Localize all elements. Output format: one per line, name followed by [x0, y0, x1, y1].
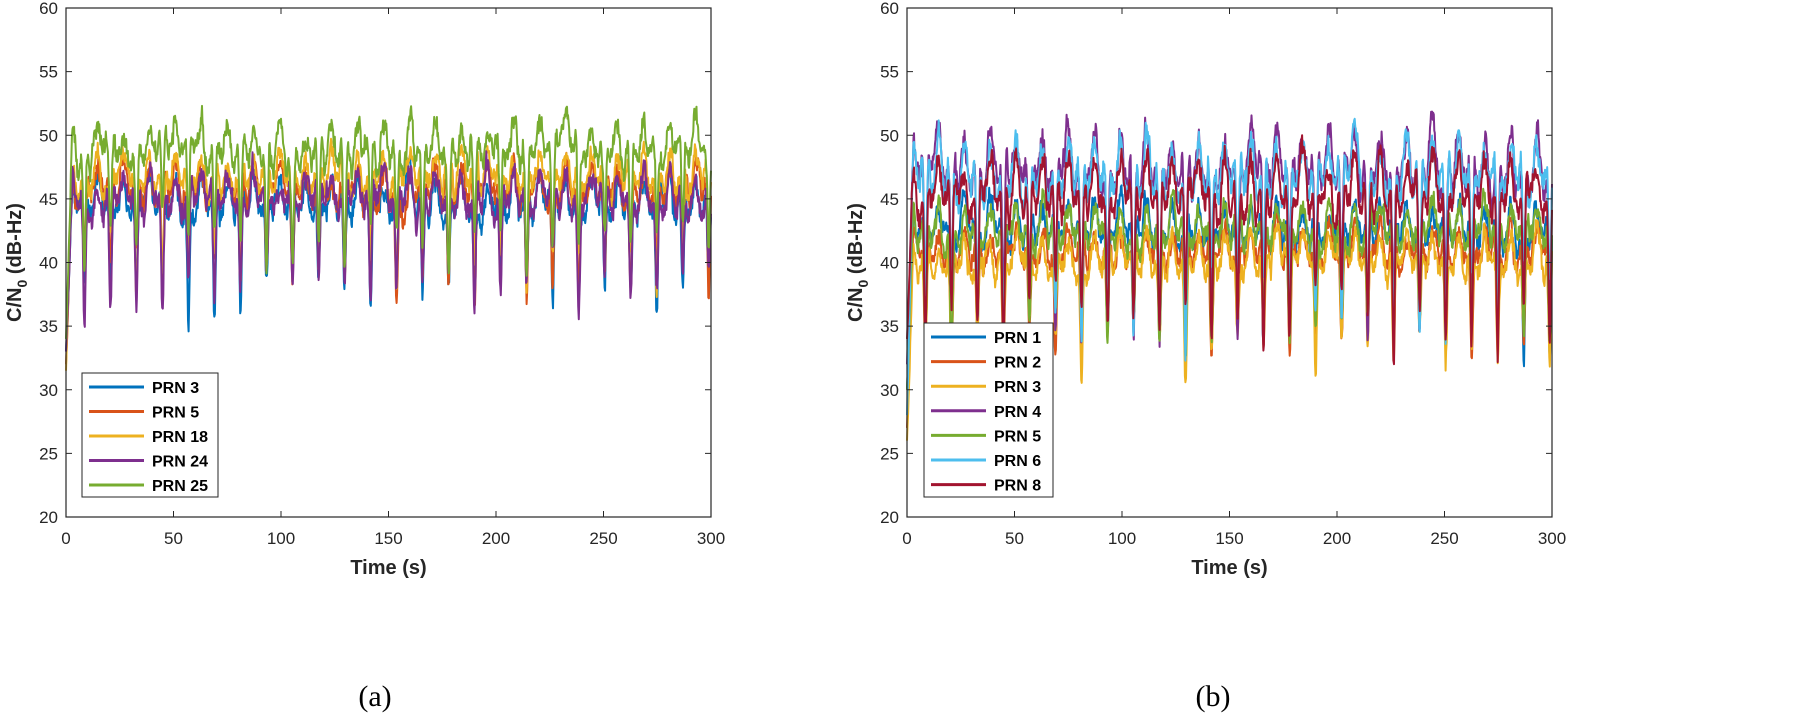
x-tick-label: 250	[1430, 529, 1458, 548]
legend-item: PRN 5	[931, 428, 1041, 445]
y-tick-label: 45	[880, 190, 899, 209]
y-axis-label: C/N0 (dB-Hz)	[845, 203, 871, 322]
panel-caption-a: (a)	[358, 680, 391, 713]
panel-caption-b: (b)	[1196, 680, 1231, 713]
x-tick-label: 150	[1215, 529, 1243, 548]
y-tick-label: 35	[39, 317, 58, 336]
y-tick-label: 55	[880, 63, 899, 82]
x-axis-label: Time (s)	[1191, 557, 1267, 579]
y-axis-label: C/N0 (dB-Hz)	[4, 203, 30, 322]
legend-label: PRN 25	[152, 478, 208, 495]
series-line	[65, 104, 712, 339]
x-tick-label: 50	[1005, 529, 1024, 548]
x-tick-label: 300	[697, 529, 725, 548]
y-axis-label-unit: (dB-Hz)	[845, 203, 867, 280]
legend-label: PRN 2	[994, 355, 1041, 372]
x-tick-label: 150	[374, 529, 402, 548]
legend-label: PRN 18	[152, 429, 208, 446]
legend-item: PRN 3	[931, 379, 1041, 396]
legend-label: PRN 5	[994, 428, 1041, 445]
y-axis-label-sub: 0	[855, 279, 871, 287]
y-tick-label: 25	[880, 444, 899, 463]
series-line	[906, 134, 1553, 366]
legend-item: PRN 4	[931, 404, 1041, 421]
y-tick-label: 55	[39, 63, 58, 82]
x-tick-label: 300	[1538, 529, 1566, 548]
y-tick-label: 30	[880, 381, 899, 400]
x-tick-label: 200	[482, 529, 510, 548]
x-tick-label: 50	[164, 529, 183, 548]
y-tick-label: 60	[39, 0, 58, 18]
legend-label: PRN 4	[994, 404, 1041, 421]
x-tick-label: 100	[1108, 529, 1136, 548]
y-tick-label: 35	[880, 317, 899, 336]
y-tick-label: 25	[39, 444, 58, 463]
legend-label: PRN 5	[152, 405, 199, 422]
legend: PRN 1 PRN 2 PRN 3 PRN 4 PRN 5 PRN 6 PRN 8	[923, 322, 1054, 498]
series-layer	[906, 110, 1553, 441]
legend-item: PRN 6	[931, 453, 1041, 470]
y-tick-label: 45	[39, 190, 58, 209]
y-tick-label: 20	[880, 508, 899, 527]
ticks: 0 50 100 150 200 250 300 20 25 30 35 40 45 50 55 60	[880, 0, 1566, 548]
chart-panel-b: 0 50 100 150 200 250 300 20 25 30 35 40 45 50 55 60 Tim…	[845, 0, 1566, 713]
x-tick-label: 100	[267, 529, 295, 548]
y-axis-label-main: C/N	[845, 287, 867, 321]
ticks: 0 50 100 150 200 250 300 20 25 30 35 40 45 50 55 60	[39, 0, 725, 548]
y-tick-label: 50	[39, 126, 58, 145]
legend-item: PRN 2	[931, 355, 1041, 372]
y-tick-label: 40	[880, 254, 899, 273]
x-tick-label: 200	[1323, 529, 1351, 548]
legend-label: PRN 1	[994, 330, 1041, 347]
y-axis-label-unit: (dB-Hz)	[4, 203, 26, 280]
legend-item: PRN 3	[89, 380, 199, 397]
legend: PRN 3 PRN 5 PRN 18 PRN 24 PRN 25	[81, 372, 219, 498]
legend-label: PRN 3	[152, 380, 199, 397]
legend-item: PRN 25	[89, 478, 208, 495]
legend-item: PRN 5	[89, 405, 199, 422]
x-tick-label: 250	[589, 529, 617, 548]
x-tick-label: 0	[61, 529, 70, 548]
x-tick-label: 0	[902, 529, 911, 548]
y-axis-label-main: C/N	[4, 287, 26, 321]
y-tick-label: 50	[880, 126, 899, 145]
legend-label: PRN 24	[152, 454, 208, 471]
legend-item: PRN 18	[89, 429, 208, 446]
legend-item: PRN 1	[931, 330, 1041, 347]
x-axis-label: Time (s)	[350, 557, 426, 579]
legend-label: PRN 3	[994, 379, 1041, 396]
legend-label: PRN 8	[994, 478, 1041, 495]
y-tick-label: 40	[39, 254, 58, 273]
chart-panel-a: 0 50 100 150 200 250 300 20 25 30 35 40 45 50 55 60 Tim…	[4, 0, 725, 713]
legend-item: PRN 8	[931, 478, 1041, 495]
legend-item: PRN 24	[89, 454, 208, 471]
y-tick-label: 30	[39, 381, 58, 400]
series-line	[65, 150, 712, 352]
y-axis-label-sub: 0	[14, 279, 30, 287]
y-tick-label: 20	[39, 508, 58, 527]
series-layer	[65, 104, 712, 371]
y-tick-label: 60	[880, 0, 899, 18]
legend-label: PRN 6	[994, 453, 1041, 470]
